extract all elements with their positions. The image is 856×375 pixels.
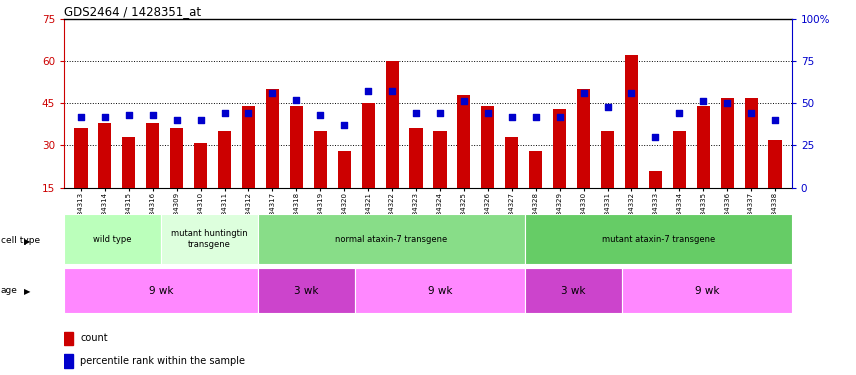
Text: mutant ataxin-7 transgene: mutant ataxin-7 transgene xyxy=(602,235,715,244)
Point xyxy=(457,99,471,105)
Point xyxy=(553,114,567,120)
Text: count: count xyxy=(80,333,108,344)
Text: 9 wk: 9 wk xyxy=(695,286,719,296)
Point xyxy=(74,114,88,120)
Point xyxy=(505,114,519,120)
Point xyxy=(697,99,710,105)
Bar xyxy=(146,123,159,188)
Bar xyxy=(385,61,399,188)
Point xyxy=(744,110,758,116)
Point xyxy=(217,110,231,116)
Point xyxy=(241,110,255,116)
Bar xyxy=(74,128,87,188)
Bar xyxy=(259,214,525,264)
Bar xyxy=(769,140,782,188)
Point xyxy=(529,114,543,120)
Text: normal ataxin-7 transgene: normal ataxin-7 transgene xyxy=(336,235,448,244)
Point xyxy=(337,122,351,128)
Text: cell type: cell type xyxy=(1,236,40,245)
Bar xyxy=(290,106,303,188)
Bar xyxy=(242,106,255,188)
Point xyxy=(625,90,639,96)
Text: GDS2464 / 1428351_at: GDS2464 / 1428351_at xyxy=(64,4,201,18)
Point xyxy=(481,110,495,116)
Text: 3 wk: 3 wk xyxy=(294,286,319,296)
Point xyxy=(122,112,135,118)
Bar xyxy=(98,123,111,188)
Bar xyxy=(721,98,734,188)
Bar xyxy=(64,354,73,368)
Bar xyxy=(259,268,355,313)
Point xyxy=(768,117,782,123)
Bar xyxy=(697,106,710,188)
Text: mutant huntingtin
transgene: mutant huntingtin transgene xyxy=(171,230,248,249)
Bar xyxy=(577,89,590,188)
Point xyxy=(601,104,615,110)
Bar xyxy=(433,131,447,188)
Point xyxy=(265,90,279,96)
Bar xyxy=(266,89,279,188)
Text: 9 wk: 9 wk xyxy=(149,286,174,296)
Bar xyxy=(64,268,259,313)
Point xyxy=(721,100,734,106)
Bar xyxy=(622,268,792,313)
Bar xyxy=(337,151,351,188)
Text: 3 wk: 3 wk xyxy=(562,286,586,296)
Bar xyxy=(553,109,566,188)
Text: ▶: ▶ xyxy=(24,287,31,296)
Bar xyxy=(481,106,495,188)
Text: 9 wk: 9 wk xyxy=(428,286,452,296)
Point xyxy=(577,90,591,96)
Bar xyxy=(170,128,183,188)
Text: percentile rank within the sample: percentile rank within the sample xyxy=(80,356,245,366)
Bar xyxy=(64,214,161,264)
Bar xyxy=(122,137,135,188)
Point xyxy=(433,110,447,116)
Point xyxy=(361,88,375,94)
Bar xyxy=(529,151,543,188)
Text: ▶: ▶ xyxy=(24,237,31,246)
Bar xyxy=(355,268,525,313)
Bar xyxy=(601,131,614,188)
Point xyxy=(409,110,423,116)
Point xyxy=(649,134,663,140)
Bar xyxy=(625,56,638,188)
Bar xyxy=(161,214,259,264)
Text: wild type: wild type xyxy=(93,235,132,244)
Bar xyxy=(313,131,327,188)
Bar xyxy=(194,142,207,188)
Point xyxy=(289,97,303,103)
Point xyxy=(98,114,112,120)
Point xyxy=(193,117,207,123)
Bar xyxy=(505,137,519,188)
Text: age: age xyxy=(1,286,18,295)
Point xyxy=(673,110,687,116)
Bar xyxy=(745,98,758,188)
Bar xyxy=(218,131,231,188)
Bar xyxy=(361,103,375,188)
Bar xyxy=(64,332,73,345)
Bar xyxy=(525,268,622,313)
Bar xyxy=(649,171,662,188)
Bar xyxy=(525,214,792,264)
Bar xyxy=(457,95,471,188)
Point xyxy=(313,112,327,118)
Point xyxy=(385,88,399,94)
Point xyxy=(146,112,159,118)
Point xyxy=(169,117,183,123)
Bar xyxy=(673,131,686,188)
Bar xyxy=(409,128,423,188)
